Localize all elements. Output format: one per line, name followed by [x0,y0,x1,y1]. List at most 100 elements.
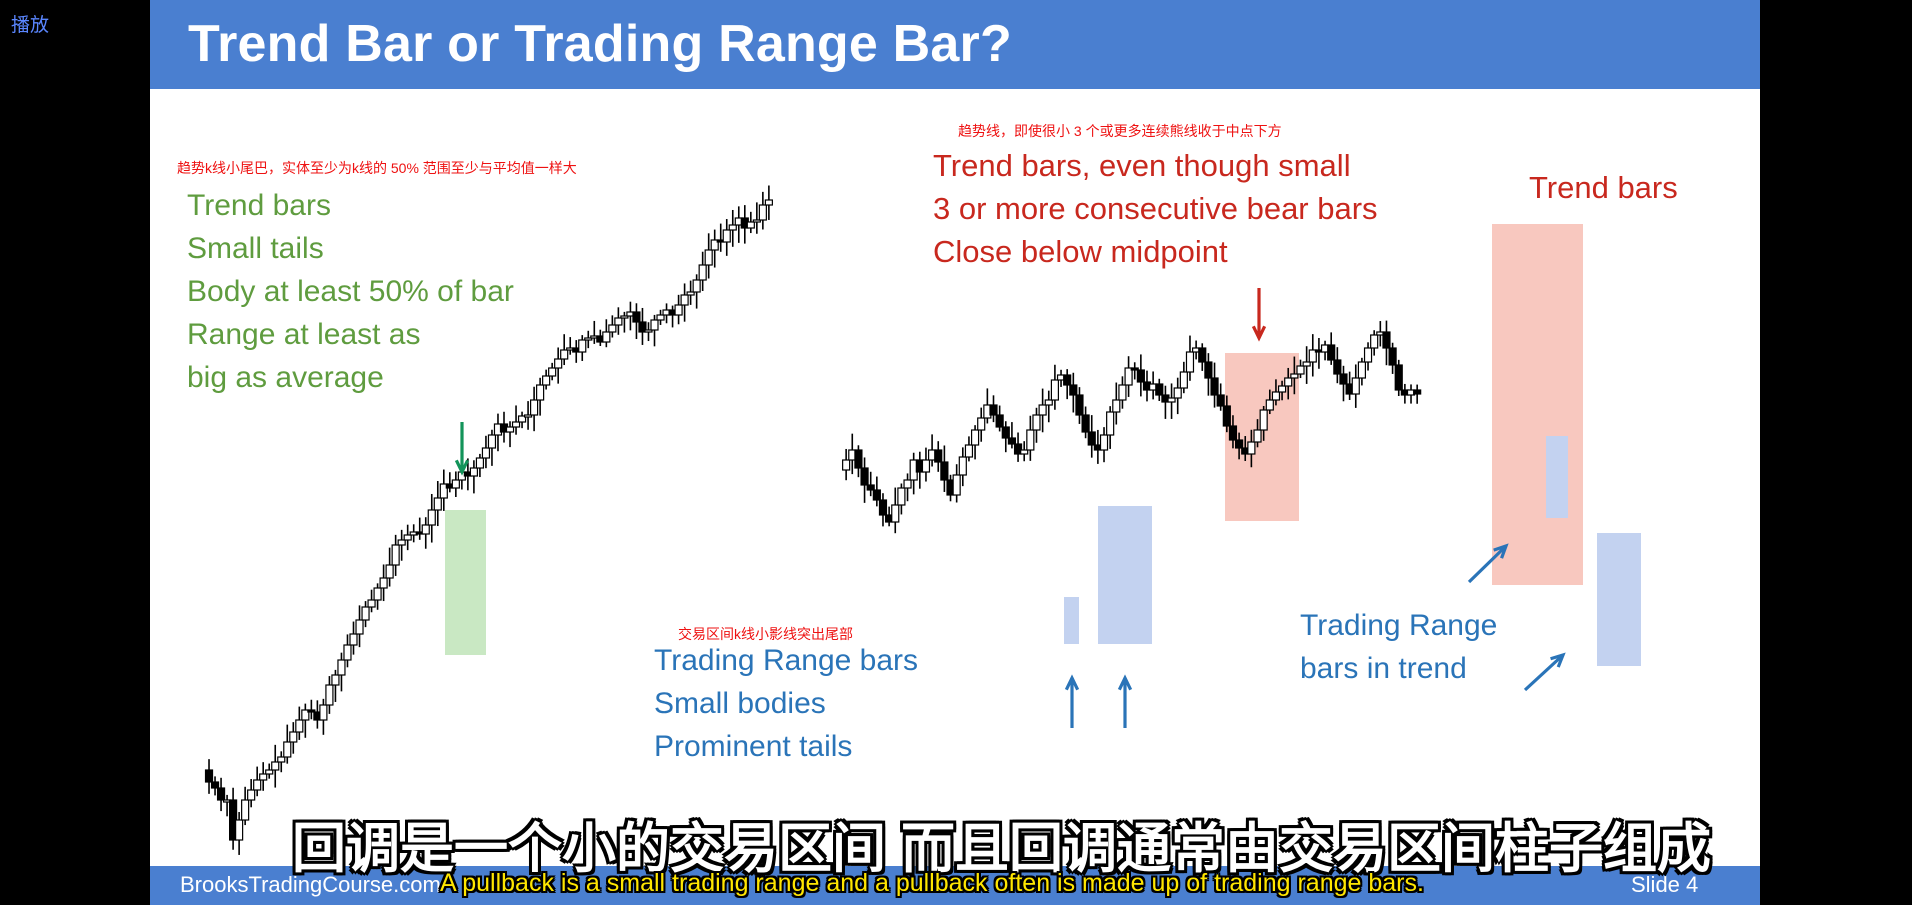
highlight-box [1546,436,1568,518]
candle [1290,356,1299,395]
candle [421,517,430,549]
candle [656,309,665,325]
candle [578,335,587,361]
play-button[interactable]: 播放 [11,15,50,36]
blue-right-annotation: Trading Range bars in trend [1300,604,1497,690]
trend-bars-right-label: Trend bars [1529,170,1678,205]
candle [746,211,755,234]
candle [1050,364,1060,410]
candle [391,534,400,576]
candle [854,445,863,478]
candle [247,779,256,808]
candle [958,447,967,487]
candle [307,699,316,720]
candle [952,464,961,503]
candle [235,812,244,855]
candle [977,407,986,442]
candle [536,377,545,416]
highlight-box [1098,506,1152,644]
candle [259,762,268,791]
blue-note-cn: 交易区间k线小影线突出尾部 [678,626,853,642]
slide: Trend Bar or Trading Range Bar? 趋势k线小尾巴，… [150,0,1760,905]
candle [523,401,533,430]
candle [1118,376,1127,409]
candle [1296,359,1305,379]
candle [764,185,773,220]
candle [367,589,376,613]
candle [1277,380,1287,401]
candle [433,481,442,527]
candle [1271,379,1281,406]
candle [1099,427,1109,463]
blue-line: bars in trend [1300,652,1467,685]
slide-title-bar: Trend Bar or Trading Range Bar? [150,0,1760,89]
candle [1167,383,1176,419]
candle [934,441,943,472]
candle [481,435,491,469]
candle [403,524,412,551]
candle [289,722,298,754]
candle [1259,405,1268,441]
candle [752,202,761,234]
candle [1081,406,1090,439]
candle [451,471,460,498]
candle [650,314,659,347]
candle [1382,320,1391,366]
green-line: Small tails [187,232,324,265]
candle [560,334,569,366]
candle [241,786,250,826]
candle [1198,343,1207,371]
candle [1265,389,1274,415]
candle [319,698,328,735]
candle [469,460,478,494]
candle [355,605,364,648]
candle [674,294,683,325]
candle [542,369,551,390]
candle [1038,388,1047,433]
candle [1247,429,1256,468]
candle [361,601,370,628]
candle [1357,357,1367,386]
candle [210,776,220,796]
candle [1394,359,1403,397]
green-line: big as average [187,361,384,394]
blue-line: Small bodies [654,687,826,720]
candle [728,209,737,247]
candle [995,405,1004,432]
candle [1228,415,1238,449]
candle [891,487,900,534]
red-annotation: Trend bars, even though small 3 or more … [933,144,1378,273]
candle [710,229,719,268]
down-arrow-icon [454,422,470,476]
candle [1204,353,1213,396]
candle [698,251,707,291]
candle [1179,361,1188,394]
subtitle-english: A pullback is a small trading range and … [440,869,1424,897]
candle [722,219,731,256]
candle [1302,346,1311,384]
candle [1284,367,1293,400]
footer-site: BrooksTradingCourse.com [180,872,441,897]
candle [1173,377,1182,415]
highlight-box [1064,597,1079,644]
candle [427,493,436,543]
candle [325,676,334,714]
candle [614,307,623,335]
candle [283,724,292,764]
candle [878,493,888,527]
red-line: Trend bars, even though small [933,148,1351,183]
candle [1020,441,1029,462]
candle [1026,415,1035,461]
highlight-box [1597,533,1641,666]
green-line: Trend bars [187,189,331,222]
candle [1155,378,1164,401]
candle [1069,372,1078,413]
candle [1007,422,1017,449]
candle [872,476,881,507]
candle [1185,335,1195,381]
slide-title: Trend Bar or Trading Range Bar? [188,15,1012,73]
price-chart [204,185,1641,855]
candle [964,436,974,462]
candle [1339,365,1348,402]
green-note-cn: 趋势k线小尾巴，实体至少为k线的 50% 范围至少与平均值一样大 [177,160,577,176]
